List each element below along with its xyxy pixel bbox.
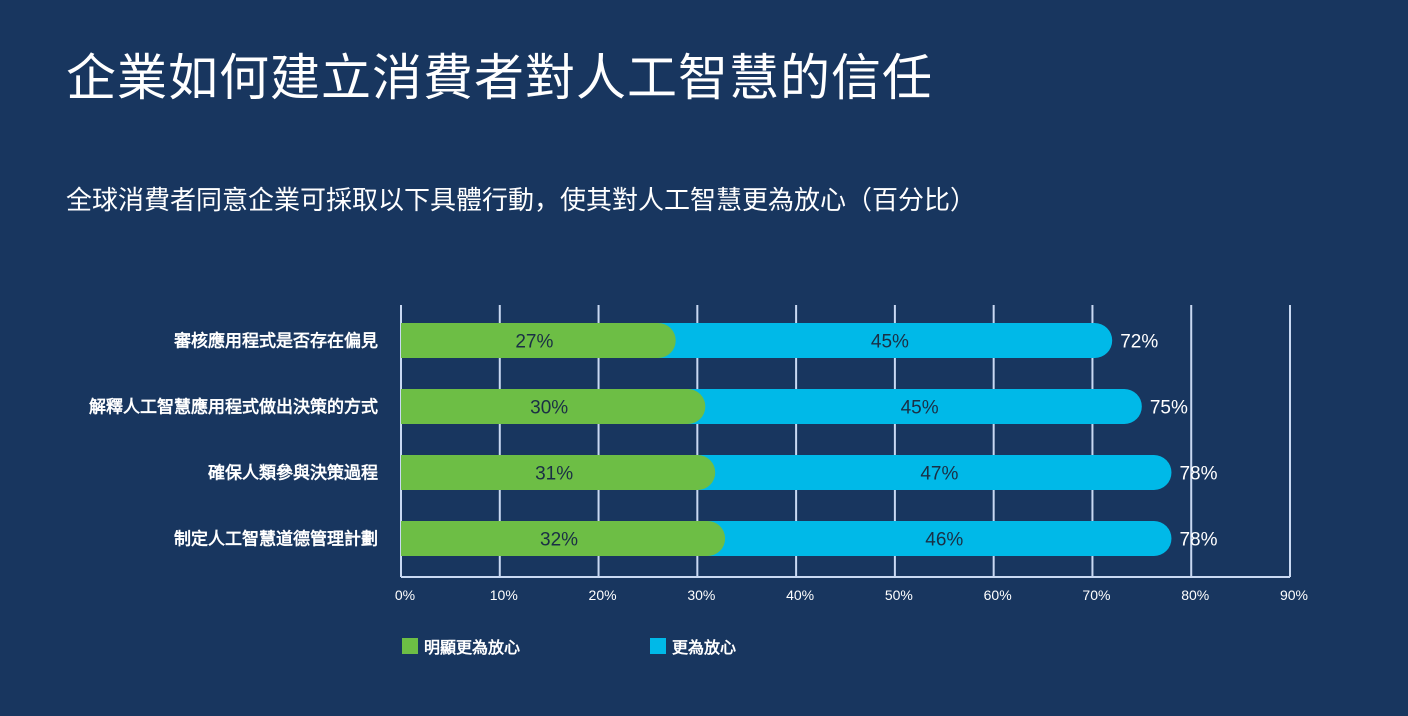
legend-label: 明顯更為放心 [424, 638, 521, 657]
legend-label: 更為放心 [672, 638, 737, 657]
data-label-green: 31% [535, 464, 573, 485]
x-tick-label: 80% [1181, 587, 1209, 603]
data-label-green: 32% [540, 530, 578, 551]
x-tick-label: 10% [490, 587, 518, 603]
slide-title: 企業如何建立消費者對人工智慧的信任 [66, 49, 933, 107]
bar-much-more-comfortable [401, 455, 716, 490]
category-label: 制定人工智慧道德管理計劃 [174, 529, 378, 550]
data-label-total: 75% [1150, 398, 1188, 419]
x-tick-label: 20% [589, 587, 617, 603]
x-tick-label: 0% [395, 587, 415, 603]
bar-much-more-comfortable [401, 521, 726, 556]
bar-much-more-comfortable [401, 323, 676, 358]
x-tick-label: 40% [786, 587, 814, 603]
chart-subtitle: 全球消費者同意企業可採取以下具體行動，使其對人工智慧更為放心（百分比） [66, 186, 977, 216]
data-label-green: 30% [530, 398, 568, 419]
x-tick-label: 90% [1280, 587, 1308, 603]
data-label-total: 78% [1179, 530, 1217, 551]
legend-item-strongly: 明顯更為放心 [402, 634, 520, 658]
data-label-blue: 47% [920, 464, 958, 485]
legend-item-more: 更為放心 [650, 634, 736, 658]
data-label-blue: 46% [925, 530, 963, 551]
x-tick-label: 30% [687, 587, 715, 603]
legend-swatch-green [402, 638, 418, 654]
category-label: 確保人類參與決策過程 [208, 463, 378, 484]
bar-much-more-comfortable [401, 389, 706, 424]
data-label-blue: 45% [901, 398, 939, 419]
x-tick-label: 70% [1082, 587, 1110, 603]
legend-swatch-blue [650, 638, 666, 654]
data-label-green: 27% [515, 332, 553, 353]
x-tick-label: 60% [984, 587, 1012, 603]
data-label-total: 72% [1120, 332, 1158, 353]
data-label-blue: 45% [871, 332, 909, 353]
data-label-total: 78% [1179, 464, 1217, 485]
category-label: 解釋人工智慧應用程式做出決策的方式 [89, 397, 378, 418]
x-tick-label: 50% [885, 587, 913, 603]
category-label: 審核應用程式是否存在偏見 [173, 331, 378, 352]
